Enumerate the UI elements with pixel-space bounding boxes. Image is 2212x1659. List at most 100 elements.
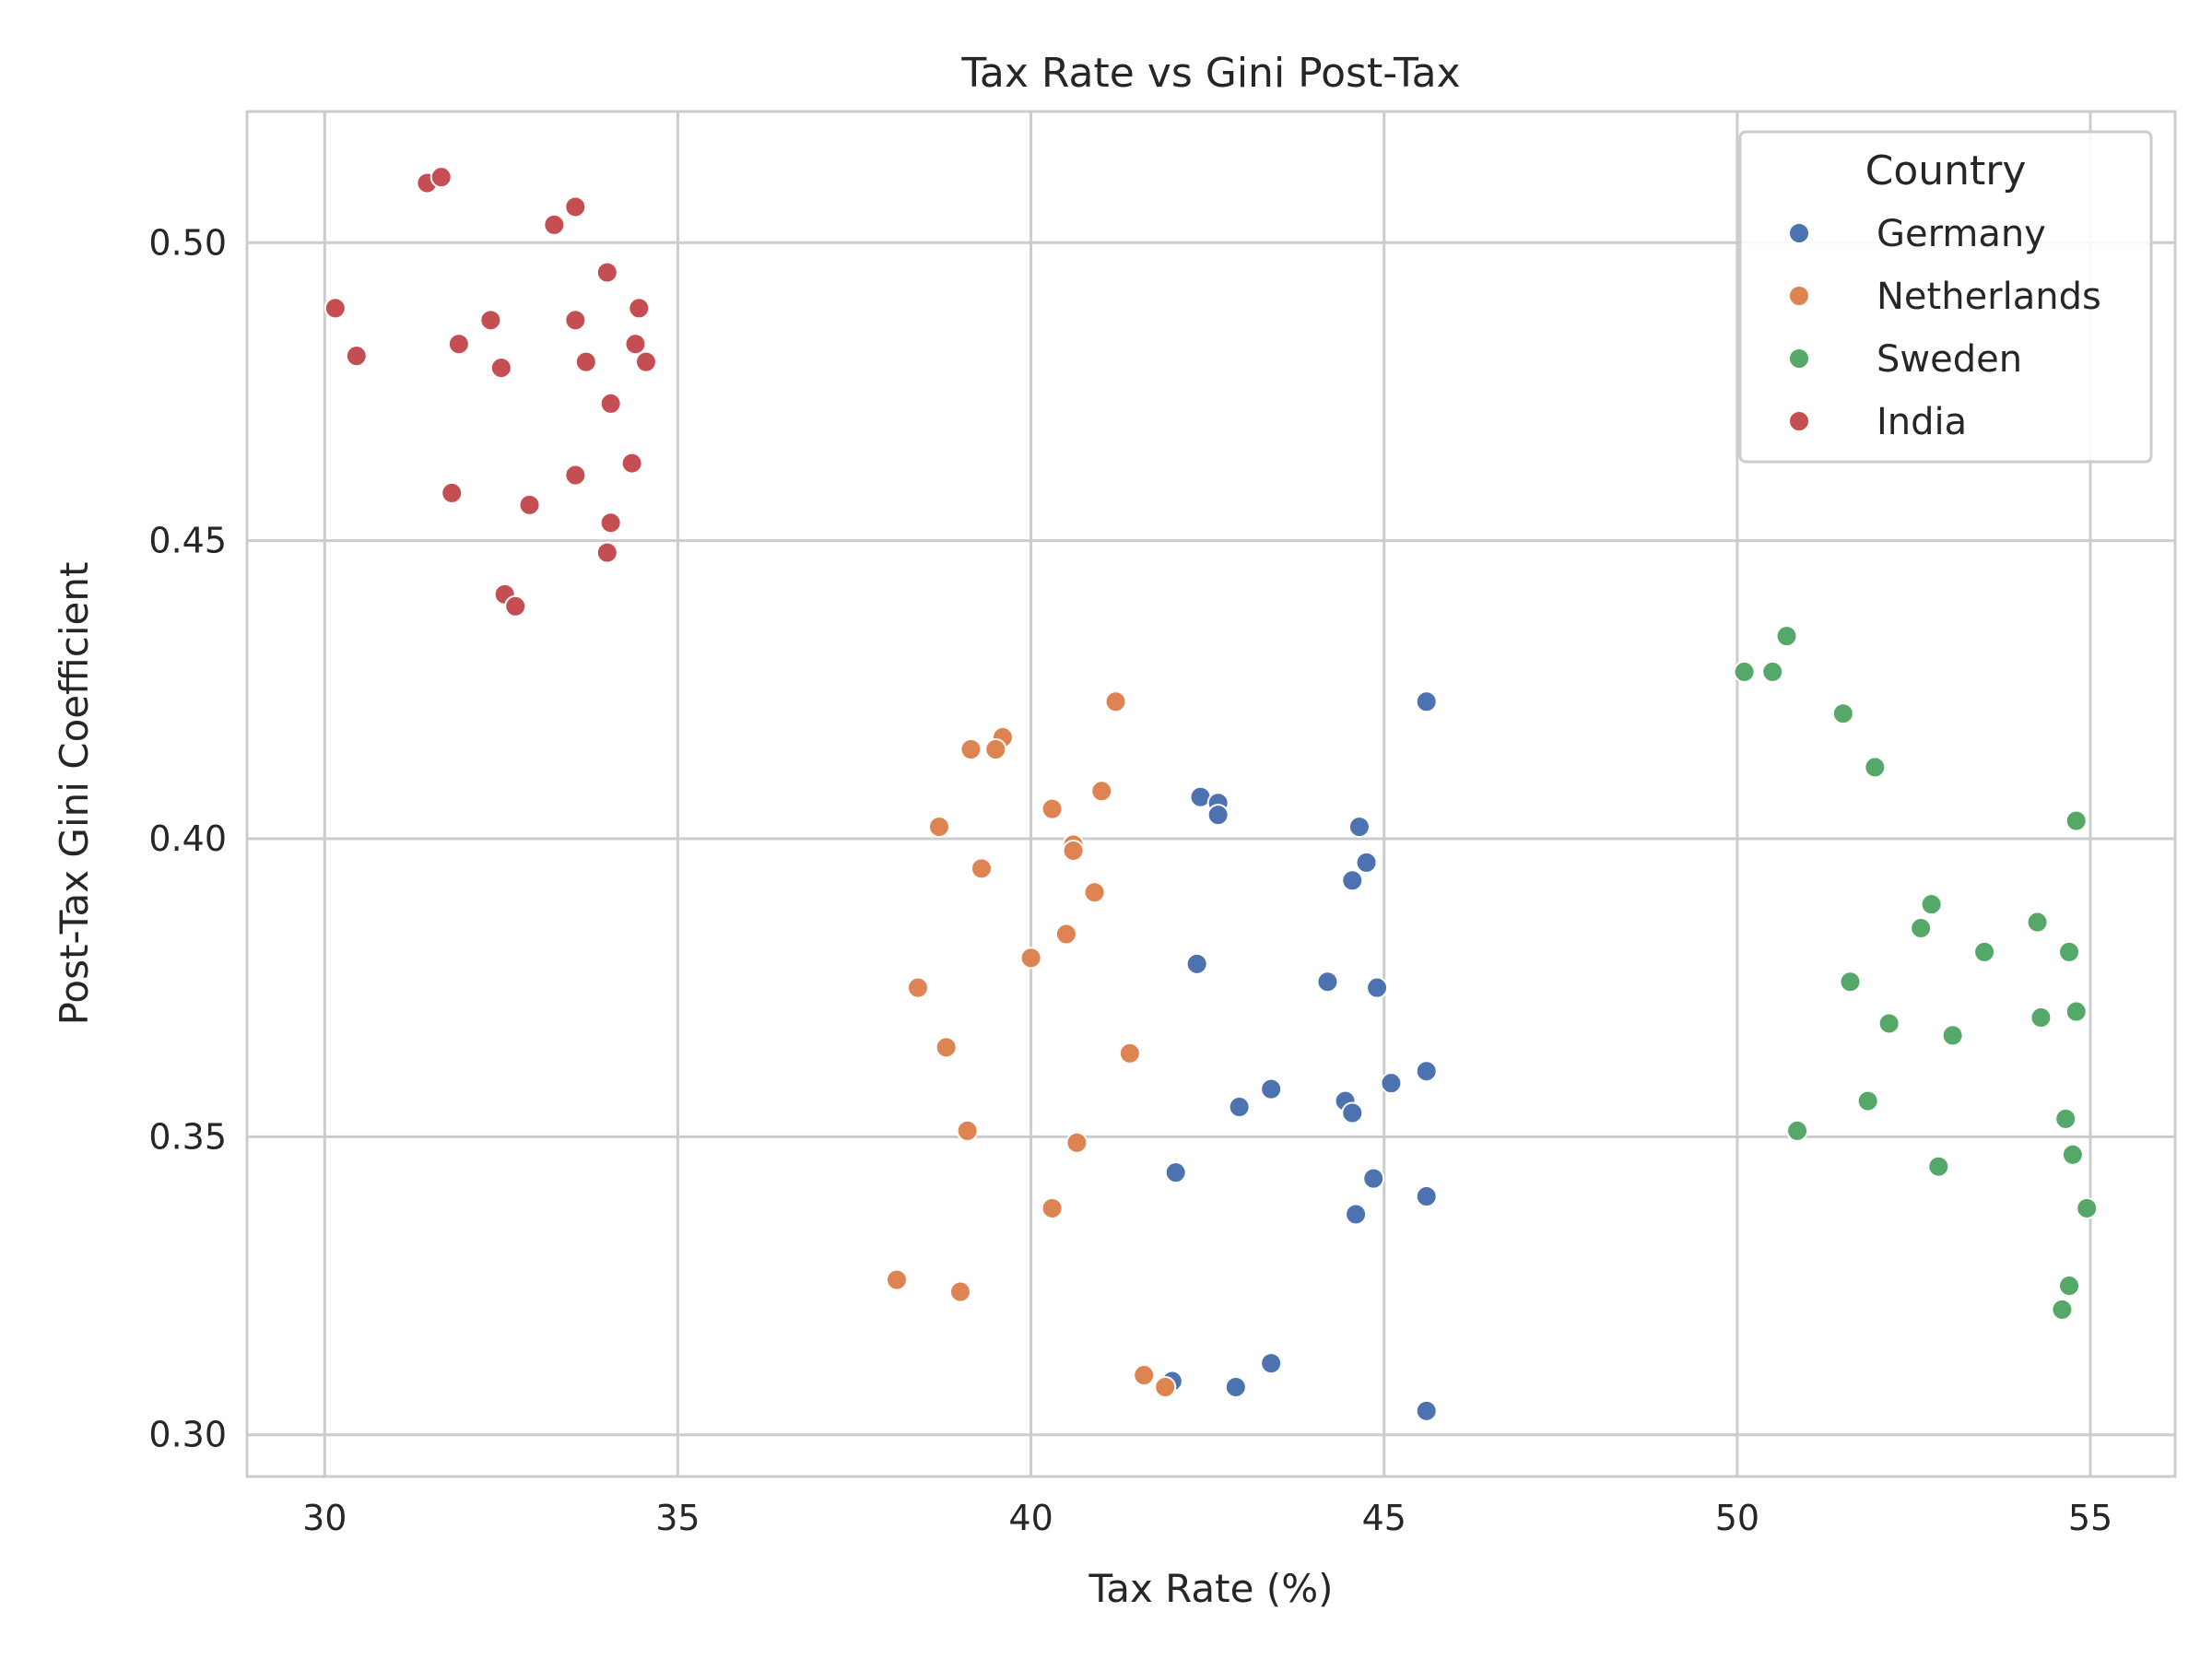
data-point <box>1341 869 1364 892</box>
data-point <box>1415 1185 1438 1208</box>
data-point <box>1415 1399 1438 1422</box>
data-point <box>885 1268 908 1291</box>
data-point <box>1228 1096 1251 1119</box>
data-point <box>1415 690 1438 713</box>
x-tick-label: 45 <box>1362 1498 1406 1538</box>
data-point <box>1083 881 1106 904</box>
y-axis-title: Post-Tax Gini Coefficient <box>52 562 97 1026</box>
y-tick-label: 0.45 <box>148 521 227 561</box>
data-point <box>624 333 647 356</box>
data-point <box>1224 1375 1247 1398</box>
data-point <box>1941 1024 1964 1047</box>
data-point <box>1415 1060 1438 1083</box>
series-india <box>324 166 657 618</box>
data-point <box>564 195 587 218</box>
data-points <box>324 166 2099 1422</box>
data-point <box>599 512 622 535</box>
data-point <box>1090 780 1113 803</box>
data-point <box>634 350 657 373</box>
legend-marker <box>1788 347 1810 370</box>
data-point <box>959 737 982 760</box>
data-point <box>574 350 597 373</box>
x-tick-label: 55 <box>2068 1498 2112 1538</box>
data-point <box>1733 660 1756 683</box>
x-axis-ticks: 30 35 40 45 50 55 <box>302 1498 2112 1538</box>
data-point <box>935 1036 958 1059</box>
x-tick-label: 35 <box>655 1498 700 1538</box>
y-tick-label: 0.50 <box>148 222 227 263</box>
data-point <box>927 816 950 839</box>
data-point <box>906 976 929 999</box>
data-point <box>1839 971 1862 994</box>
data-point <box>1104 690 1127 713</box>
data-point <box>324 297 347 320</box>
data-point <box>1877 1012 1900 1035</box>
data-point <box>1362 1167 1385 1190</box>
data-point <box>1831 702 1854 725</box>
data-point <box>564 309 587 332</box>
chart-title: Tax Rate vs Gini Post-Tax <box>960 50 1460 97</box>
data-point <box>1910 917 1933 940</box>
x-axis-title: Tax Rate (%) <box>1088 1566 1334 1611</box>
data-point <box>628 297 651 320</box>
data-point <box>543 213 566 236</box>
legend: Country Germany Netherlands Sweden India <box>1738 130 2153 464</box>
legend-label: Netherlands <box>1877 276 2101 318</box>
data-point <box>2026 911 2049 934</box>
data-point <box>948 1280 971 1303</box>
data-point <box>1355 851 1378 874</box>
data-point <box>1920 893 1943 916</box>
data-point <box>1154 1375 1177 1398</box>
data-point <box>564 464 587 487</box>
data-point <box>2065 1000 2088 1023</box>
data-point <box>1761 660 1784 683</box>
y-tick-label: 0.35 <box>148 1116 227 1157</box>
data-point <box>1366 976 1389 999</box>
data-point <box>2030 1006 2053 1030</box>
data-point <box>1185 952 1208 975</box>
data-point <box>2058 940 2081 963</box>
legend-marker <box>1788 410 1810 432</box>
data-point <box>518 493 541 516</box>
data-point <box>2058 1275 2081 1298</box>
legend-box <box>1738 130 2153 464</box>
data-point <box>479 309 502 332</box>
legend-marker <box>1788 222 1810 244</box>
data-point <box>1206 804 1230 827</box>
series-sweden <box>1733 625 2099 1321</box>
data-point <box>1019 947 1042 970</box>
data-point <box>956 1119 979 1142</box>
data-point <box>489 357 512 380</box>
data-point <box>970 857 993 880</box>
data-point <box>984 737 1007 760</box>
data-point <box>1316 971 1339 994</box>
data-point <box>345 345 368 368</box>
legend-marker <box>1788 285 1810 307</box>
x-tick-label: 40 <box>1008 1498 1053 1538</box>
data-point <box>1054 923 1077 946</box>
data-point <box>1260 1077 1283 1100</box>
data-point <box>2065 809 2088 832</box>
data-point <box>595 541 618 564</box>
data-point <box>1118 1041 1141 1065</box>
data-point <box>429 166 453 189</box>
data-point <box>620 452 643 475</box>
data-point <box>1260 1352 1283 1375</box>
data-point <box>1065 1131 1088 1154</box>
legend-label: Germany <box>1877 213 2046 255</box>
plot-frame <box>245 110 2177 1478</box>
data-point <box>1973 940 1996 963</box>
y-tick-label: 0.40 <box>148 818 227 859</box>
data-point <box>1864 756 1887 779</box>
series-netherlands <box>885 690 1177 1398</box>
data-point <box>504 594 527 618</box>
data-point <box>1380 1072 1403 1095</box>
y-tick-label: 0.30 <box>148 1415 227 1455</box>
data-point <box>1345 1203 1368 1226</box>
y-axis-ticks: 0.30 0.35 0.40 0.45 0.50 <box>148 222 227 1454</box>
legend-label: Sweden <box>1877 338 2022 381</box>
legend-label: India <box>1877 401 1967 443</box>
data-point <box>595 261 618 284</box>
data-point <box>1062 839 1085 862</box>
data-point <box>2061 1143 2084 1166</box>
